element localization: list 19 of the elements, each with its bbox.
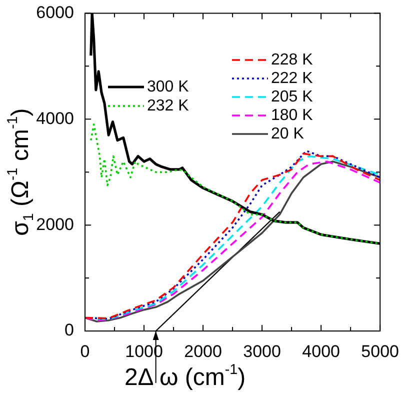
y-tick-label: 6000 <box>36 2 74 22</box>
legend-label: 228 K <box>271 51 314 68</box>
annotation: 2Δ <box>124 364 154 391</box>
y-tick-label: 0 <box>64 320 74 340</box>
x-tick-label: 0 <box>80 342 90 361</box>
x-tick-label: 5000 <box>361 342 400 361</box>
legend-label: 300 K <box>147 78 190 96</box>
legend-label: 232 K <box>147 97 190 114</box>
x-tick-label: 4000 <box>302 342 340 361</box>
x-tick-label: 2000 <box>184 342 222 361</box>
line-series <box>90 124 380 245</box>
legend-label: 222 K <box>271 70 314 87</box>
y-tick-label: 2000 <box>36 214 74 234</box>
legend-label: 180 K <box>271 106 314 124</box>
y-axis-title: σ1 (Ω-1 cm-1) <box>5 108 37 236</box>
legend-label: 20 K <box>271 125 304 142</box>
y-tick-label: 4000 <box>36 108 74 128</box>
x-tick-label: 3000 <box>243 342 281 361</box>
legend-label: 205 K <box>271 88 314 106</box>
